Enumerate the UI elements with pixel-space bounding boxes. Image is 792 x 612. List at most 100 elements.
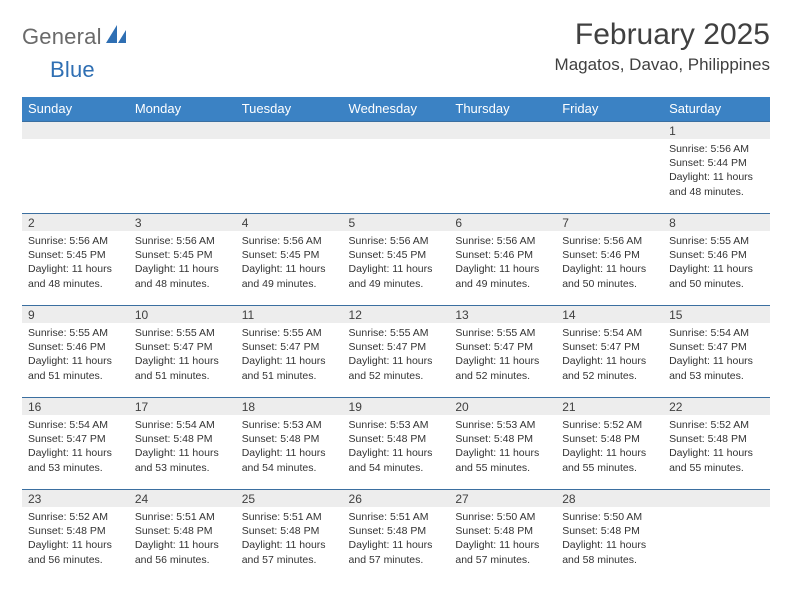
calendar-cell: 13Sunrise: 5:55 AMSunset: 5:47 PMDayligh…	[449, 305, 556, 397]
day-content: Sunrise: 5:53 AMSunset: 5:48 PMDaylight:…	[449, 415, 556, 479]
col-sunday: Sunday	[22, 97, 129, 121]
calendar-week-row: 1Sunrise: 5:56 AMSunset: 5:44 PMDaylight…	[22, 121, 770, 213]
logo: General	[22, 24, 130, 50]
day-line: Sunrise: 5:52 AM	[669, 418, 764, 432]
day-line: Sunset: 5:46 PM	[562, 248, 657, 262]
calendar-cell	[129, 121, 236, 213]
day-number: 23	[22, 489, 129, 507]
day-line: Daylight: 11 hours and 49 minutes.	[455, 262, 550, 290]
day-line: Sunrise: 5:56 AM	[669, 142, 764, 156]
col-friday: Friday	[556, 97, 663, 121]
calendar-week-row: 9Sunrise: 5:55 AMSunset: 5:46 PMDaylight…	[22, 305, 770, 397]
calendar-cell: 7Sunrise: 5:56 AMSunset: 5:46 PMDaylight…	[556, 213, 663, 305]
day-content: Sunrise: 5:56 AMSunset: 5:45 PMDaylight:…	[22, 231, 129, 295]
day-line: Sunset: 5:46 PM	[669, 248, 764, 262]
day-number: 14	[556, 305, 663, 323]
day-number: 9	[22, 305, 129, 323]
day-number: 18	[236, 397, 343, 415]
day-line: Sunrise: 5:55 AM	[28, 326, 123, 340]
day-number: 27	[449, 489, 556, 507]
day-line: Daylight: 11 hours and 55 minutes.	[669, 446, 764, 474]
calendar-cell: 12Sunrise: 5:55 AMSunset: 5:47 PMDayligh…	[343, 305, 450, 397]
day-line: Sunrise: 5:53 AM	[455, 418, 550, 432]
day-number: 26	[343, 489, 450, 507]
month-title: February 2025	[555, 18, 770, 51]
day-line: Sunrise: 5:56 AM	[349, 234, 444, 248]
day-line: Daylight: 11 hours and 50 minutes.	[669, 262, 764, 290]
day-line: Daylight: 11 hours and 58 minutes.	[562, 538, 657, 566]
day-content: Sunrise: 5:50 AMSunset: 5:48 PMDaylight:…	[449, 507, 556, 571]
day-content: Sunrise: 5:56 AMSunset: 5:45 PMDaylight:…	[236, 231, 343, 295]
calendar-cell: 23Sunrise: 5:52 AMSunset: 5:48 PMDayligh…	[22, 489, 129, 581]
day-number: 15	[663, 305, 770, 323]
day-line: Sunset: 5:48 PM	[135, 432, 230, 446]
day-line: Sunset: 5:48 PM	[349, 524, 444, 538]
day-line: Sunset: 5:48 PM	[28, 524, 123, 538]
day-content: Sunrise: 5:51 AMSunset: 5:48 PMDaylight:…	[129, 507, 236, 571]
calendar-table: Sunday Monday Tuesday Wednesday Thursday…	[22, 97, 770, 581]
day-line: Sunrise: 5:52 AM	[562, 418, 657, 432]
day-line: Daylight: 11 hours and 57 minutes.	[455, 538, 550, 566]
day-line: Sunset: 5:48 PM	[349, 432, 444, 446]
day-line: Daylight: 11 hours and 56 minutes.	[28, 538, 123, 566]
sail-icon	[106, 25, 128, 50]
day-line: Daylight: 11 hours and 53 minutes.	[135, 446, 230, 474]
calendar-cell	[556, 121, 663, 213]
day-content: Sunrise: 5:55 AMSunset: 5:47 PMDaylight:…	[129, 323, 236, 387]
calendar-cell	[449, 121, 556, 213]
day-line: Daylight: 11 hours and 48 minutes.	[28, 262, 123, 290]
day-line: Daylight: 11 hours and 48 minutes.	[669, 170, 764, 198]
day-number: 12	[343, 305, 450, 323]
logo-word-blue: Blue	[50, 57, 95, 83]
day-line: Sunrise: 5:55 AM	[349, 326, 444, 340]
day-line: Sunset: 5:47 PM	[349, 340, 444, 354]
calendar-week-row: 16Sunrise: 5:54 AMSunset: 5:47 PMDayligh…	[22, 397, 770, 489]
calendar-cell: 17 Sunrise: 5:54 AMSunset: 5:48 PMDayligh…	[129, 397, 236, 489]
day-line: Daylight: 11 hours and 57 minutes.	[242, 538, 337, 566]
day-line: Sunrise: 5:50 AM	[562, 510, 657, 524]
day-line: Daylight: 11 hours and 54 minutes.	[349, 446, 444, 474]
calendar-cell: 27Sunrise: 5:50 AMSunset: 5:48 PMDayligh…	[449, 489, 556, 581]
day-line: Daylight: 11 hours and 52 minutes.	[349, 354, 444, 382]
day-number: 17	[129, 397, 236, 415]
day-content: Sunrise: 5:56 AMSunset: 5:45 PMDaylight:…	[129, 231, 236, 295]
day-line: Sunset: 5:48 PM	[135, 524, 230, 538]
calendar-cell: 9Sunrise: 5:55 AMSunset: 5:46 PMDaylight…	[22, 305, 129, 397]
day-line: Sunset: 5:48 PM	[242, 524, 337, 538]
day-number	[236, 121, 343, 139]
day-line: Sunset: 5:45 PM	[242, 248, 337, 262]
day-content: Sunrise: 5:56 AMSunset: 5:44 PMDaylight:…	[663, 139, 770, 203]
day-content	[129, 139, 236, 146]
day-line: Sunrise: 5:55 AM	[135, 326, 230, 340]
calendar-cell: 1Sunrise: 5:56 AMSunset: 5:44 PMDaylight…	[663, 121, 770, 213]
day-line: Daylight: 11 hours and 55 minutes.	[455, 446, 550, 474]
day-number: 1	[663, 121, 770, 139]
day-content: Sunrise: 5:55 AMSunset: 5:47 PMDaylight:…	[343, 323, 450, 387]
day-line: Daylight: 11 hours and 51 minutes.	[28, 354, 123, 382]
day-number: 16	[22, 397, 129, 415]
day-number: 19	[343, 397, 450, 415]
day-line: Sunrise: 5:56 AM	[28, 234, 123, 248]
day-line: Sunset: 5:48 PM	[455, 432, 550, 446]
calendar-cell: 11Sunrise: 5:55 AMSunset: 5:47 PMDayligh…	[236, 305, 343, 397]
location-line: Magatos, Davao, Philippines	[555, 55, 770, 75]
day-content: Sunrise: 5:51 AMSunset: 5:48 PMDaylight:…	[236, 507, 343, 571]
day-line: Sunrise: 5:54 AM	[135, 418, 230, 432]
day-line: Daylight: 11 hours and 52 minutes.	[455, 354, 550, 382]
day-number: 24	[129, 489, 236, 507]
calendar-cell: 25Sunrise: 5:51 AMSunset: 5:48 PMDayligh…	[236, 489, 343, 581]
day-content	[449, 139, 556, 146]
day-number: 28	[556, 489, 663, 507]
calendar-cell	[236, 121, 343, 213]
day-content: Sunrise: 5:55 AMSunset: 5:46 PMDaylight:…	[663, 231, 770, 295]
calendar-week-row: 23Sunrise: 5:52 AMSunset: 5:48 PMDayligh…	[22, 489, 770, 581]
calendar-cell: 18Sunrise: 5:53 AMSunset: 5:48 PMDayligh…	[236, 397, 343, 489]
day-line: Sunset: 5:45 PM	[28, 248, 123, 262]
calendar-header-row: Sunday Monday Tuesday Wednesday Thursday…	[22, 97, 770, 121]
day-content: Sunrise: 5:55 AMSunset: 5:47 PMDaylight:…	[236, 323, 343, 387]
day-line: Sunrise: 5:54 AM	[28, 418, 123, 432]
day-content: Sunrise: 5:54 AMSunset: 5:47 PMDaylight:…	[663, 323, 770, 387]
calendar-cell: 19Sunrise: 5:53 AMSunset: 5:48 PMDayligh…	[343, 397, 450, 489]
day-content	[343, 139, 450, 146]
day-line: Daylight: 11 hours and 50 minutes.	[562, 262, 657, 290]
